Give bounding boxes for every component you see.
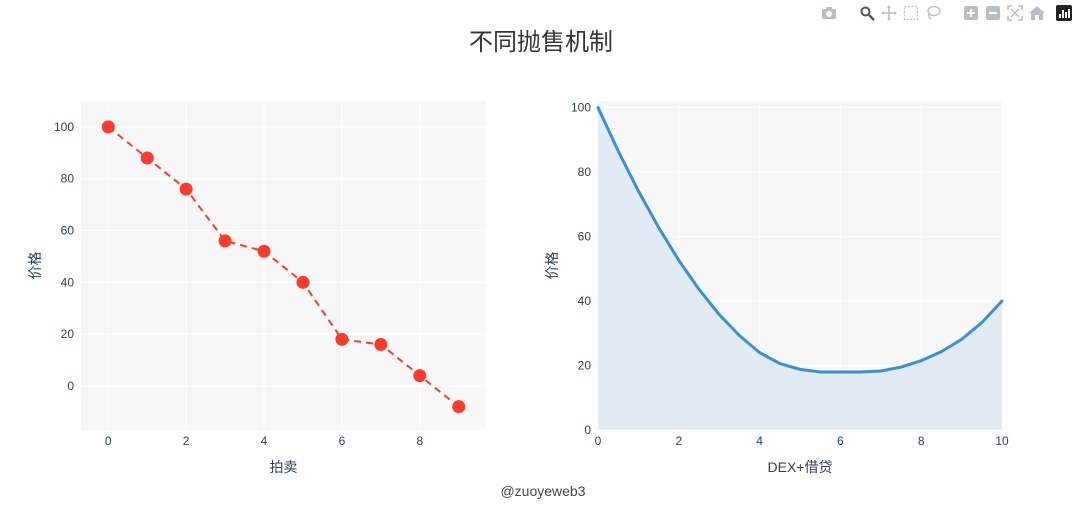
x-tick-label: 4 — [756, 434, 763, 448]
x-axis-label: 拍卖 — [270, 459, 298, 475]
y-tick-label: 20 — [61, 327, 75, 341]
x-tick-label: 0 — [595, 434, 602, 448]
data-point[interactable] — [101, 120, 115, 134]
data-point[interactable] — [140, 151, 154, 165]
y-tick-label: 80 — [61, 172, 75, 186]
chart-title: 不同抛售机制 — [469, 29, 613, 56]
x-tick-label: 8 — [416, 434, 423, 448]
x-tick-label: 6 — [339, 434, 346, 448]
area-fill — [598, 107, 1002, 430]
zoom-in-icon[interactable] — [962, 4, 980, 22]
camera-icon[interactable] — [820, 4, 838, 22]
data-point[interactable] — [296, 275, 310, 289]
x-tick-label: 2 — [675, 434, 682, 448]
autoscale-icon[interactable] — [1006, 4, 1024, 22]
y-tick-label: 100 — [571, 100, 591, 114]
x-tick-label: 10 — [995, 434, 1009, 448]
y-tick-label: 40 — [61, 275, 75, 289]
data-point[interactable] — [374, 338, 388, 352]
y-tick-label: 0 — [67, 379, 74, 393]
lasso-icon[interactable] — [924, 4, 942, 22]
pan-icon[interactable] — [880, 4, 898, 22]
plotly-logo-icon[interactable] — [1056, 5, 1072, 21]
y-tick-label: 20 — [578, 358, 592, 372]
zoom-out-icon[interactable] — [984, 4, 1002, 22]
x-tick-label: 0 — [105, 434, 112, 448]
data-point[interactable] — [452, 400, 466, 414]
series-line[interactable] — [107, 126, 460, 408]
data-point[interactable] — [257, 244, 271, 258]
y-tick-label: 100 — [54, 120, 74, 134]
x-tick-label: 4 — [261, 434, 268, 448]
series-line[interactable] — [596, 105, 1004, 374]
data-point[interactable] — [413, 369, 427, 383]
box-select-icon[interactable] — [902, 4, 920, 22]
data-point[interactable] — [179, 182, 193, 196]
modebar — [820, 4, 1072, 22]
y-axis-label: 价格 — [27, 252, 43, 280]
x-axis-label: DEX+借贷 — [768, 459, 833, 475]
data-point[interactable] — [218, 234, 232, 248]
y-axis-label: 价格 — [544, 252, 560, 280]
y-tick-label: 0 — [584, 423, 591, 437]
y-tick-label: 40 — [578, 294, 592, 308]
y-tick-label: 60 — [61, 224, 75, 238]
x-tick-label: 8 — [918, 434, 925, 448]
x-tick-label: 2 — [183, 434, 190, 448]
zoom-icon[interactable] — [858, 4, 876, 22]
data-point[interactable] — [335, 332, 349, 346]
y-tick-label: 80 — [578, 165, 592, 179]
y-tick-label: 60 — [578, 229, 592, 243]
x-tick-label: 6 — [837, 434, 844, 448]
home-icon[interactable] — [1028, 4, 1046, 22]
watermark-text: @zuoyeweb3 — [500, 483, 585, 499]
